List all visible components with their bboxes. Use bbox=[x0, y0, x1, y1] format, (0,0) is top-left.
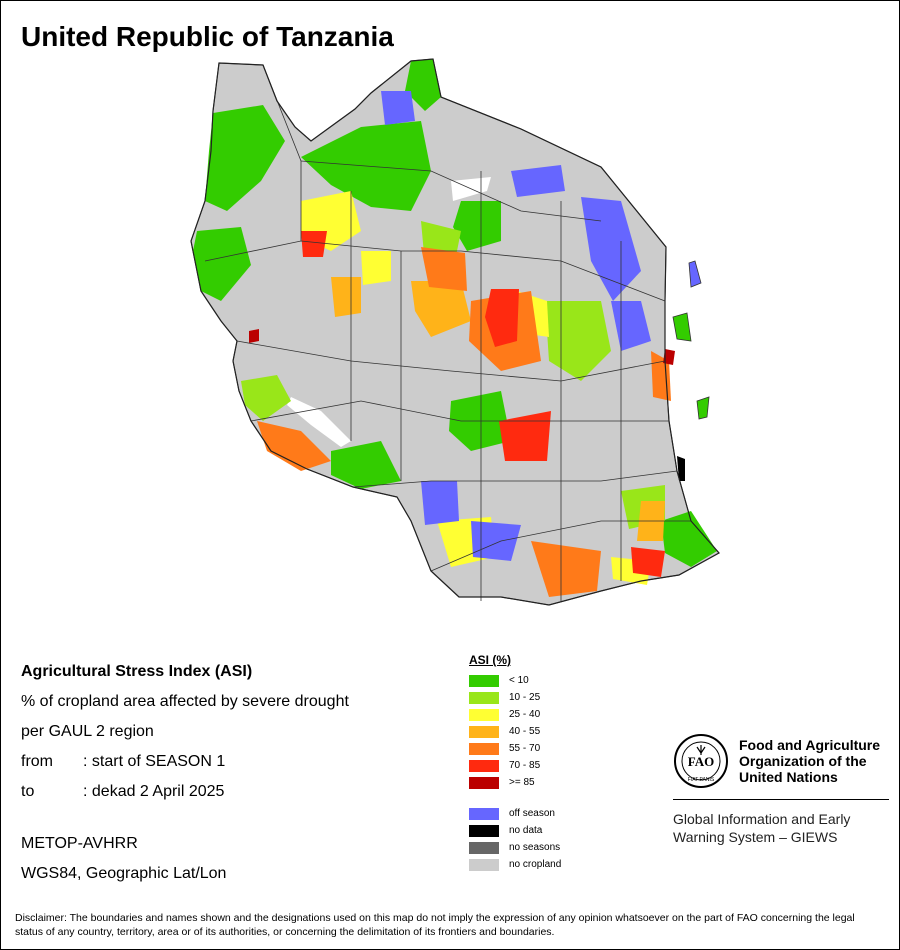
region-offseason-2 bbox=[581, 197, 641, 301]
region-red-4 bbox=[499, 411, 551, 461]
region-green-nw2 bbox=[193, 227, 251, 301]
legend-class-item: 70 - 85 bbox=[469, 757, 561, 774]
map-title: United Republic of Tanzania bbox=[21, 21, 394, 52]
legend-class-item: 40 - 55 bbox=[469, 723, 561, 740]
legend-class-swatch bbox=[469, 708, 499, 721]
admin-boundaries bbox=[204, 64, 691, 601]
svg-text:FAO: FAO bbox=[688, 754, 714, 769]
giews-name: Global Information and Early Warning Sys… bbox=[673, 810, 889, 846]
region-darkred-2 bbox=[663, 349, 675, 365]
fao-org-line3: United Nations bbox=[739, 769, 838, 785]
legend-class-swatch bbox=[469, 691, 499, 704]
legend-class-swatch bbox=[469, 725, 499, 738]
legend-class-label: 10 - 25 bbox=[509, 692, 541, 703]
legend-class-swatch bbox=[469, 742, 499, 755]
legend-class-item: >= 85 bbox=[469, 774, 561, 791]
region-red-2 bbox=[631, 547, 665, 577]
info-line1: % of cropland area affected by severe dr… bbox=[21, 693, 349, 710]
legend-other-swatch bbox=[469, 807, 499, 820]
legend-class-label: 70 - 85 bbox=[509, 760, 541, 771]
legend-class-item: 10 - 25 bbox=[469, 689, 561, 706]
info-heading: Agricultural Stress Index (ASI) bbox=[21, 663, 253, 680]
region-yellow-5 bbox=[361, 251, 391, 285]
map-info: Agricultural Stress Index (ASI) % of cro… bbox=[21, 657, 349, 889]
legend-other-swatch bbox=[469, 841, 499, 854]
legend-other-swatch bbox=[469, 824, 499, 837]
legend-class-item: 55 - 70 bbox=[469, 740, 561, 757]
fao-org-name: Food and Agriculture Organization of the… bbox=[739, 737, 880, 785]
map-legend: ASI (%) < 10 10 - 25 25 - 40 40 - 55 55 - 70… bbox=[469, 653, 561, 873]
region-orange-1 bbox=[331, 277, 361, 317]
region-green-nw bbox=[205, 105, 285, 211]
lake-rukwa bbox=[287, 397, 351, 447]
info-from: from : start of SEASON 1 bbox=[21, 747, 349, 777]
island-pemba bbox=[688, 260, 702, 288]
region-nodata-coast bbox=[677, 456, 685, 481]
region-offseason-6 bbox=[471, 521, 521, 561]
region-red-1 bbox=[485, 289, 519, 347]
legend-other-item: no seasons bbox=[469, 839, 561, 856]
legend-other-swatch bbox=[469, 858, 499, 871]
info-line2: per GAUL 2 region bbox=[21, 723, 154, 740]
region-lightgreen-1 bbox=[545, 301, 611, 381]
legend-class-swatch bbox=[469, 776, 499, 789]
giews-line1: Global Information and Early bbox=[673, 811, 851, 827]
region-green-mid bbox=[453, 201, 501, 251]
legend-other-item: off season bbox=[469, 805, 561, 822]
info-to-key: to bbox=[21, 783, 35, 800]
island-mafia bbox=[696, 396, 710, 420]
region-offseason-1 bbox=[511, 165, 565, 197]
region-green-kigoma bbox=[405, 59, 441, 111]
fao-divider bbox=[673, 799, 889, 800]
legend-other-label: no cropland bbox=[509, 859, 562, 870]
tanzania-map bbox=[190, 58, 720, 606]
region-offseason-4 bbox=[381, 91, 415, 125]
legend-class-item: < 10 bbox=[469, 672, 561, 689]
legend-other-label: no seasons bbox=[509, 842, 561, 853]
region-green-sw bbox=[331, 441, 401, 489]
region-red-3 bbox=[301, 231, 327, 257]
info-from-val: : start of SEASON 1 bbox=[83, 753, 226, 770]
legend-class-label: 25 - 40 bbox=[509, 709, 541, 720]
region-orange-3 bbox=[411, 281, 471, 337]
fao-org-line1: Food and Agriculture bbox=[739, 737, 881, 753]
country-outline bbox=[190, 58, 720, 606]
region-lightgreen-2 bbox=[241, 375, 291, 421]
legend-class-label: >= 85 bbox=[509, 777, 535, 788]
legend-class-label: 55 - 70 bbox=[509, 743, 541, 754]
giews-line2: Warning System – GIEWS bbox=[673, 829, 838, 845]
fao-branding: FAO FIAT PANIS Food and Agriculture Orga… bbox=[673, 733, 889, 846]
info-projection: WGS84, Geographic Lat/Lon bbox=[21, 865, 227, 882]
region-darkred-1 bbox=[249, 329, 259, 343]
legend-class-swatch bbox=[469, 674, 499, 687]
fao-emblem-text: FIAT PANIS bbox=[688, 777, 715, 783]
fao-org-line2: Organization of the bbox=[739, 753, 867, 769]
region-darkorange-1 bbox=[257, 421, 331, 471]
legend-other-item: no data bbox=[469, 822, 561, 839]
legend-class-label: 40 - 55 bbox=[509, 726, 541, 737]
fao-emblem-icon: FAO FIAT PANIS bbox=[674, 734, 728, 788]
info-to: to : dekad 2 April 2025 bbox=[21, 777, 349, 807]
info-to-val: : dekad 2 April 2025 bbox=[83, 783, 225, 800]
region-offseason-5 bbox=[421, 481, 459, 525]
info-from-key: from bbox=[21, 753, 53, 770]
legend-other-label: no data bbox=[509, 825, 543, 836]
legend-other-label: off season bbox=[509, 808, 555, 819]
legend-class-swatch bbox=[469, 759, 499, 772]
island-zanzibar bbox=[672, 312, 692, 342]
region-green-east bbox=[661, 511, 717, 567]
legend-other-item: no cropland bbox=[469, 856, 561, 873]
info-sensor: METOP-AVHRR bbox=[21, 835, 138, 852]
legend-title: ASI (%) bbox=[469, 653, 511, 667]
legend-class-label: < 10 bbox=[509, 675, 529, 686]
legend-class-item: 25 - 40 bbox=[469, 706, 561, 723]
region-darkorange-5 bbox=[421, 247, 467, 291]
region-darkorange-3 bbox=[531, 541, 601, 597]
disclaimer: Disclaimer: The boundaries and names sho… bbox=[15, 912, 855, 938]
